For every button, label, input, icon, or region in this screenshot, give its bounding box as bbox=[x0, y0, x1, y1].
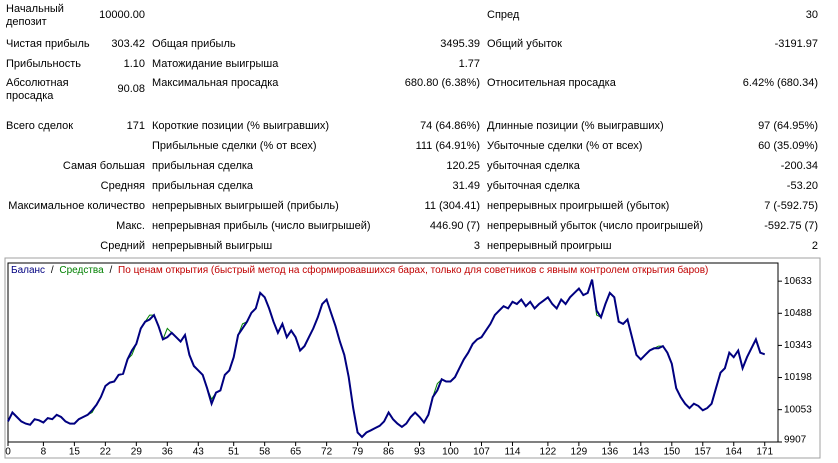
y-tick-label: 10198 bbox=[784, 372, 812, 383]
x-tick-label: 136 bbox=[601, 447, 618, 458]
x-tick-label: 15 bbox=[69, 447, 81, 458]
x-tick-label: 29 bbox=[131, 447, 143, 458]
table-cell: убыточная сделка bbox=[487, 180, 580, 192]
table-cell: Прибыльные сделки (% от всех) bbox=[152, 140, 317, 152]
x-tick-label: 8 bbox=[41, 447, 47, 458]
chart-panel bbox=[4, 257, 821, 459]
table-cell: 7 (-592.75) bbox=[764, 200, 818, 212]
table-cell: 30 bbox=[805, 9, 818, 21]
table-cell: -3191.97 bbox=[774, 38, 818, 50]
table-cell: 3 bbox=[473, 240, 480, 252]
table-cell: прибыльная сделка bbox=[152, 160, 254, 172]
y-tick-label: 10488 bbox=[784, 308, 812, 319]
x-tick-label: 143 bbox=[632, 447, 649, 458]
table-cell: Длинные позиции (% выигравших) bbox=[487, 120, 664, 132]
table-cell: Общая прибыль bbox=[152, 38, 236, 50]
x-tick-label: 171 bbox=[756, 447, 773, 458]
x-tick-label: 107 bbox=[473, 447, 490, 458]
x-tick-label: 22 bbox=[100, 447, 112, 458]
table-cell: 6.42% (680.34) bbox=[742, 77, 818, 89]
table-cell: 111 (64.91%) bbox=[415, 140, 480, 152]
x-tick-label: 86 bbox=[383, 447, 395, 458]
separator: / bbox=[51, 265, 54, 276]
table-cell: непрерывных выигрышей (прибыль) bbox=[152, 200, 339, 212]
table-cell: Макс. bbox=[116, 220, 145, 232]
x-tick-label: 150 bbox=[663, 447, 680, 458]
series-line bbox=[7, 279, 766, 439]
x-tick-label: 79 bbox=[352, 447, 364, 458]
legend-equity: Средства bbox=[59, 265, 104, 276]
table-cell: Самая большая bbox=[62, 160, 145, 172]
table-cell: Относительная просадка bbox=[487, 77, 616, 89]
y-tick-label: 10343 bbox=[784, 340, 812, 351]
table-cell: непрерывная прибыль (число выигрышей) bbox=[152, 220, 371, 232]
x-tick-label: 93 bbox=[414, 447, 426, 458]
x-tick-label: 43 bbox=[193, 447, 205, 458]
table-cell: 446.90 (7) bbox=[429, 220, 480, 232]
table-cell: прибыльная сделка bbox=[152, 180, 254, 192]
table-cell: Средняя bbox=[100, 180, 145, 192]
table-cell: 1.77 bbox=[458, 58, 480, 70]
test-mode: По ценам открытия (быстрый метод на сфор… bbox=[118, 264, 708, 276]
table-cell: 120.25 bbox=[446, 160, 480, 172]
table-cell: Матожидание выигрыша bbox=[152, 58, 279, 70]
table-cell: -200.34 bbox=[780, 160, 818, 172]
x-tick-label: 36 bbox=[162, 447, 174, 458]
x-tick-label: 0 bbox=[5, 447, 11, 458]
x-tick-label: 65 bbox=[290, 447, 302, 458]
table-cell: 11 (304.41) bbox=[424, 200, 480, 212]
chart-header: Баланс / Средства / По ценам открытия (б… bbox=[11, 264, 708, 276]
table-cell: -53.20 bbox=[786, 180, 818, 192]
table-cell: -592.75 (7) bbox=[764, 220, 818, 232]
x-tick-label: 114 bbox=[505, 447, 521, 458]
y-tick-label: 10053 bbox=[784, 404, 812, 415]
y-tick-label: 10633 bbox=[784, 276, 812, 287]
x-tick-label: 51 bbox=[228, 447, 240, 458]
table-cell: Начальный депозит bbox=[6, 3, 64, 28]
x-tick-label: 164 bbox=[725, 447, 742, 458]
x-tick-label: 122 bbox=[540, 447, 557, 458]
table-cell: Абсолютная просадка bbox=[6, 77, 69, 102]
legend-balance: Баланс bbox=[11, 265, 45, 276]
y-tick-label: 9907 bbox=[784, 435, 807, 446]
table-cell: Прибыльность bbox=[6, 58, 81, 70]
table-cell: непрерывный проигрыш bbox=[487, 240, 612, 252]
table-cell: 680.80 (6.38%) bbox=[404, 77, 480, 89]
table-cell: 31.49 bbox=[452, 180, 480, 192]
x-tick-label: 100 bbox=[442, 447, 459, 458]
table-cell: убыточная сделка bbox=[487, 160, 580, 172]
table-cell: 171 bbox=[126, 120, 145, 132]
x-tick-label: 58 bbox=[259, 447, 271, 458]
table-cell: непрерывных проигрышей (убыток) bbox=[487, 200, 670, 212]
separator: / bbox=[109, 265, 112, 276]
table-cell: 90.08 bbox=[117, 83, 145, 95]
table-cell: непрерывный выигрыш bbox=[152, 240, 273, 252]
table-cell: 74 (64.86%) bbox=[420, 120, 480, 132]
table-cell: Чистая прибыль bbox=[6, 38, 90, 50]
table-cell: Убыточные сделки (% от всех) bbox=[487, 140, 643, 152]
table-cell: 10000.00 bbox=[99, 9, 145, 21]
table-cell: непрерывный убыток (число проигрышей) bbox=[487, 220, 704, 232]
table-cell: Короткие позиции (% выигравших) bbox=[152, 120, 330, 132]
table-cell: Всего сделок bbox=[6, 120, 74, 132]
table-cell: 97 (64.95%) bbox=[758, 120, 818, 132]
plot-frame bbox=[7, 262, 779, 443]
table-cell: 1.10 bbox=[123, 58, 145, 70]
table-cell: Общий убыток bbox=[487, 38, 562, 50]
table-cell: 2 bbox=[811, 240, 818, 252]
x-tick-label: 72 bbox=[321, 447, 333, 458]
x-tick-label: 157 bbox=[694, 447, 711, 458]
table-cell: Максимальная просадка bbox=[152, 77, 279, 89]
x-tick-label: 129 bbox=[571, 447, 588, 458]
table-cell: Спред bbox=[487, 9, 520, 21]
table-cell: Средний bbox=[100, 240, 145, 252]
table-cell: 303.42 bbox=[111, 38, 145, 50]
table-cell: 60 (35.09%) bbox=[758, 140, 818, 152]
table-cell: 3495.39 bbox=[440, 38, 480, 50]
table-cell: Максимальное количество bbox=[8, 200, 145, 212]
